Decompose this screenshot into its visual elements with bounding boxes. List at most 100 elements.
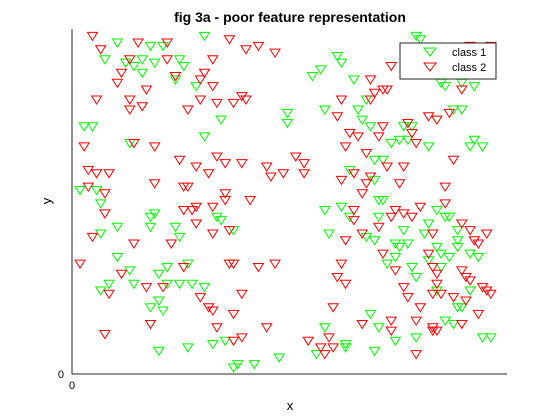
- data-point-class-2: [368, 88, 381, 99]
- data-point-class-1: [347, 75, 360, 85]
- data-point-class-1: [377, 196, 389, 206]
- data-point-class-1: [364, 122, 377, 132]
- data-point-class-2: [211, 323, 223, 333]
- data-point-class-2: [78, 142, 91, 152]
- data-point-class-2: [339, 142, 352, 152]
- data-point-class-1: [410, 31, 423, 42]
- data-point-class-2: [455, 266, 468, 276]
- data-point-class-1: [339, 340, 352, 350]
- data-point-class-2: [430, 326, 443, 337]
- data-point-class-1: [318, 206, 331, 216]
- data-point-class-1: [173, 232, 186, 243]
- data-point-class-2: [190, 162, 203, 172]
- x-axis-label: x: [287, 398, 294, 413]
- data-point-class-2: [219, 159, 232, 169]
- data-point-class-1: [418, 229, 431, 239]
- data-point-class-1: [128, 279, 140, 290]
- data-point-class-2: [323, 333, 335, 343]
- data-point-class-1: [364, 309, 377, 320]
- data-point-class-1: [78, 122, 91, 132]
- data-point-class-1: [430, 206, 443, 216]
- data-point-class-1: [372, 212, 385, 223]
- data-point-class-1: [310, 350, 323, 360]
- data-point-class-2: [343, 129, 356, 139]
- data-point-class-2: [148, 142, 161, 152]
- data-point-class-2: [227, 98, 240, 109]
- data-point-class-2: [480, 229, 493, 239]
- data-point-class-2: [455, 319, 468, 330]
- data-point-class-2: [480, 286, 493, 296]
- data-point-class-2: [422, 249, 435, 260]
- data-point-class-1: [111, 222, 124, 233]
- data-point-class-2: [181, 105, 194, 115]
- data-point-class-2: [377, 249, 389, 260]
- data-point-class-2: [335, 259, 348, 270]
- data-point-class-1: [318, 323, 331, 333]
- points-layer: [74, 31, 497, 373]
- data-point-class-1: [335, 202, 348, 213]
- data-point-class-1: [123, 266, 136, 276]
- data-point-class-1: [111, 38, 124, 48]
- data-point-class-2: [397, 283, 410, 293]
- data-point-class-1: [447, 319, 460, 330]
- data-point-class-1: [464, 142, 477, 152]
- data-point-class-2: [198, 68, 211, 79]
- data-point-class-2: [468, 236, 481, 246]
- data-point-class-1: [443, 252, 456, 263]
- data-point-class-2: [194, 95, 207, 105]
- data-point-class-1: [119, 58, 132, 69]
- data-point-class-2: [410, 316, 423, 327]
- data-point-class-1: [161, 263, 174, 273]
- data-point-class-2: [235, 92, 248, 102]
- data-point-class-2: [377, 122, 389, 132]
- data-point-class-1: [206, 340, 219, 350]
- data-point-class-2: [406, 129, 418, 139]
- data-point-class-2: [410, 139, 423, 149]
- data-point-class-2: [252, 41, 265, 52]
- data-point-class-1: [231, 360, 244, 370]
- data-point-class-2: [136, 102, 149, 112]
- data-point-class-2: [464, 276, 477, 286]
- data-point-class-1: [157, 306, 169, 316]
- data-point-class-1: [181, 343, 194, 353]
- data-point-class-2: [364, 95, 377, 105]
- data-point-class-2: [206, 202, 219, 213]
- data-point-class-1: [410, 333, 423, 343]
- data-point-class-2: [331, 112, 344, 122]
- data-point-class-2: [352, 132, 364, 142]
- data-point-class-2: [472, 309, 485, 320]
- data-point-class-2: [235, 333, 248, 343]
- data-point-class-2: [447, 155, 460, 166]
- data-point-class-2: [484, 289, 497, 300]
- data-point-class-1: [368, 155, 381, 166]
- data-point-class-1: [128, 62, 140, 72]
- data-point-class-2: [260, 323, 273, 333]
- data-point-class-1: [186, 279, 198, 290]
- data-point-class-2: [347, 169, 360, 179]
- data-point-class-1: [464, 249, 477, 260]
- data-point-class-1: [111, 252, 124, 263]
- data-point-class-2: [439, 182, 452, 193]
- data-point-class-1: [306, 72, 319, 82]
- data-point-class-2: [364, 75, 377, 85]
- data-point-class-1: [86, 122, 99, 132]
- data-point-class-2: [327, 343, 340, 353]
- data-point-class-1: [152, 269, 165, 280]
- data-point-class-1: [381, 259, 394, 270]
- data-point-class-2: [128, 239, 140, 249]
- data-point-class-2: [360, 149, 373, 159]
- data-point-class-2: [240, 45, 252, 55]
- data-point-class-1: [435, 263, 447, 273]
- data-point-class-2: [82, 182, 95, 193]
- data-point-class-1: [451, 236, 464, 246]
- data-point-class-1: [74, 185, 86, 196]
- data-point-class-2: [347, 206, 360, 216]
- data-point-class-1: [94, 199, 107, 209]
- data-point-class-2: [177, 263, 190, 273]
- data-point-class-2: [103, 169, 115, 179]
- data-point-class-1: [103, 279, 115, 290]
- data-point-class-1: [472, 252, 485, 263]
- data-point-class-2: [430, 269, 443, 280]
- data-point-class-2: [103, 289, 115, 300]
